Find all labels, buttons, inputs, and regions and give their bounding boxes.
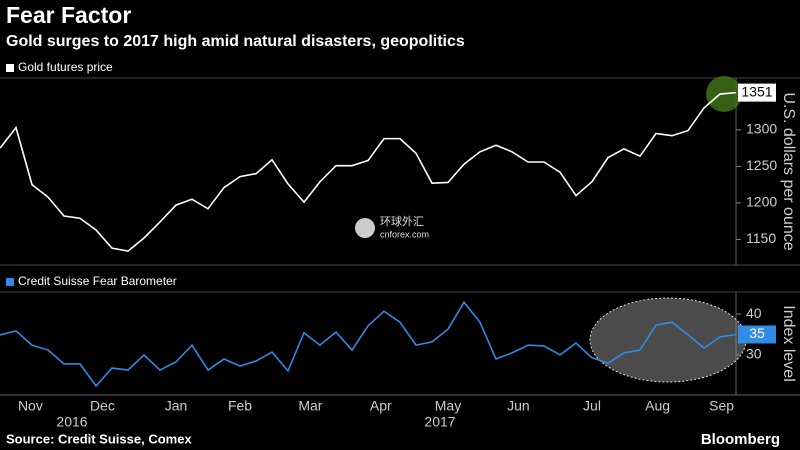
- y-tick-label: 1150: [746, 230, 776, 246]
- legend-swatch: [6, 278, 14, 286]
- y-tick-label: 40: [746, 305, 762, 321]
- y-tick-label: 30: [746, 346, 762, 362]
- x-tick-label: Feb: [228, 398, 252, 414]
- watermark-logo: [355, 218, 375, 238]
- y-tick-label: 1300: [746, 121, 777, 137]
- x-tick-label: Jan: [165, 398, 188, 414]
- x-tick-label: May: [435, 398, 461, 414]
- x-tick-label: Nov: [18, 398, 43, 414]
- watermark: cnforex.com: [380, 229, 429, 239]
- x-tick-label: Sep: [709, 398, 734, 414]
- source: Source: Credit Suisse, Comex: [6, 431, 192, 446]
- legend-swatch: [6, 64, 14, 72]
- x-tick-label: Jul: [583, 398, 601, 414]
- year-label: 2016: [56, 414, 87, 430]
- value-label: 1351: [741, 83, 772, 99]
- watermark: 环球外汇: [380, 214, 424, 228]
- x-tick-label: Jun: [507, 398, 530, 414]
- y-axis-label: U.S. dollars per ounce: [780, 92, 797, 250]
- value-label: 35: [749, 325, 765, 341]
- subtitle: Gold surges to 2017 high amid natural di…: [6, 33, 465, 50]
- x-tick-label: Mar: [298, 398, 322, 414]
- x-tick-label: Apr: [370, 398, 392, 414]
- y-tick-label: 1250: [746, 157, 777, 173]
- legend-label: Gold futures price: [18, 60, 113, 74]
- value-label-box: [738, 325, 776, 344]
- y-axis-label: Index level: [780, 305, 797, 382]
- highlight: [589, 297, 747, 383]
- x-tick-label: Aug: [645, 398, 670, 414]
- brand: Bloomberg: [701, 431, 780, 448]
- value-label-box: [738, 83, 776, 102]
- x-tick-label: Dec: [90, 398, 115, 414]
- legend-label: Credit Suisse Fear Barometer: [18, 274, 177, 288]
- year-label: 2017: [424, 414, 455, 430]
- y-tick-label: 1200: [746, 194, 777, 210]
- title: Fear Factor: [6, 2, 131, 28]
- line-series: [0, 300, 737, 388]
- line-series: [0, 91, 737, 252]
